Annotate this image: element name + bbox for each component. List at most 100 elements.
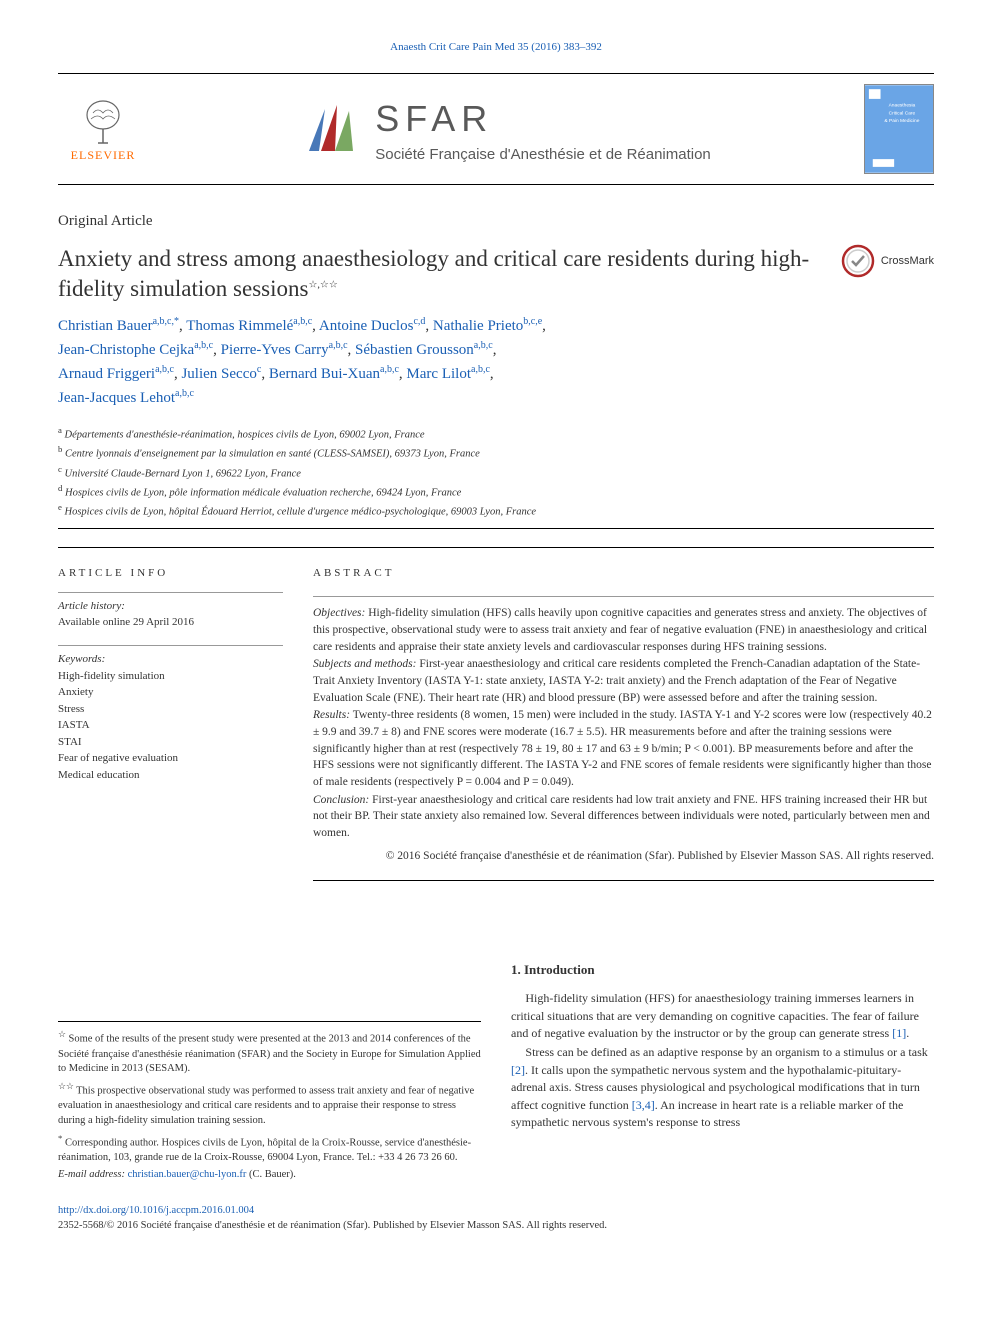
author-aff: c	[257, 364, 261, 375]
sfar-acronym: SFAR	[375, 94, 711, 144]
author: Nathalie Prietob,c,e	[433, 318, 542, 334]
author: Julien Seccoc	[181, 366, 261, 382]
reference-link[interactable]: [2]	[511, 1063, 525, 1077]
author: Jean-Christophe Cejkaa,b,c	[58, 342, 213, 358]
abstract-objectives: Objectives: High-fidelity simulation (HF…	[313, 605, 934, 655]
affiliation: c Université Claude-Bernard Lyon 1, 6962…	[58, 463, 934, 482]
author-link[interactable]: Arnaud Friggeri	[58, 366, 155, 382]
author-link[interactable]: Sébastien Grousson	[355, 342, 474, 358]
footnote-star2: ☆☆ This prospective observational study …	[58, 1080, 481, 1129]
keyword: Anxiety	[58, 684, 283, 701]
author-link[interactable]: Christian Bauer	[58, 318, 153, 334]
history-head: Article history:	[58, 599, 283, 614]
intro-heading: 1. Introduction	[511, 961, 934, 980]
cover-line1: Anaesthesia	[889, 103, 916, 109]
history-line: Available online 29 April 2016	[58, 615, 283, 630]
keyword: High-fidelity simulation	[58, 668, 283, 685]
reference-link[interactable]: [1]	[892, 1026, 906, 1040]
title-markers: ☆,☆☆	[308, 280, 337, 291]
author-link[interactable]: Nathalie Prieto	[433, 318, 523, 334]
author-aff: a,b,c	[194, 340, 213, 351]
abstract-header: ABSTRACT	[313, 566, 934, 582]
affiliation: a Départements d'anesthésie-réanimation,…	[58, 424, 934, 443]
crossmark-label: CrossMark	[881, 254, 934, 269]
affiliation: b Centre lyonnais d'enseignement par la …	[58, 443, 934, 462]
page-footer: http://dx.doi.org/10.1016/j.accpm.2016.0…	[58, 1204, 934, 1233]
elsevier-tree-icon	[78, 95, 128, 145]
affiliation: d Hospices civils de Lyon, pôle informat…	[58, 482, 934, 501]
keyword: Stress	[58, 701, 283, 718]
separator-rule	[58, 528, 934, 529]
author-aff: a,b,c,*	[153, 316, 179, 327]
affiliations-list: a Départements d'anesthésie-réanimation,…	[58, 424, 934, 520]
article-title: Anxiety and stress among anaesthesiology…	[58, 244, 825, 304]
footnote-corresponding: * Corresponding author. Hospices civils …	[58, 1132, 481, 1166]
author: Antoine Duclosc,d	[319, 318, 426, 334]
doi-link[interactable]: http://dx.doi.org/10.1016/j.accpm.2016.0…	[58, 1205, 254, 1216]
author-aff: c,d	[413, 316, 425, 327]
title-text: Anxiety and stress among anaesthesiology…	[58, 246, 809, 301]
abstract-column: ABSTRACT Objectives: High-fidelity simul…	[313, 566, 934, 881]
intro-p1: High-fidelity simulation (HFS) for anaes…	[511, 990, 934, 1042]
crossmark-icon	[841, 244, 875, 278]
sfar-logo: SFAR Société Française d'Anesthésie et d…	[301, 94, 711, 165]
abstract-copyright: © 2016 Société française d'anesthésie et…	[313, 848, 934, 865]
article-info-header: ARTICLE INFO	[58, 566, 283, 581]
author-aff: a,b,c	[329, 340, 348, 351]
author-aff: a,b,c	[380, 364, 399, 375]
right-column: 1. Introduction High-fidelity simulation…	[511, 961, 934, 1186]
cover-line3: & Pain Medicine	[884, 119, 919, 125]
affiliation: e Hospices civils de Lyon, hôpital Édoua…	[58, 501, 934, 520]
abstract-subjects: Subjects and methods: First-year anaesth…	[313, 656, 934, 706]
author-link[interactable]: Julien Secco	[181, 366, 256, 382]
authors-list: Christian Bauera,b,c,*, Thomas Rimmeléa,…	[58, 314, 934, 410]
crossmark-button[interactable]: CrossMark	[841, 244, 934, 278]
author: Jean-Jacques Lehota,b,c	[58, 390, 194, 406]
footnote-star1: ☆ Some of the results of the present stu…	[58, 1028, 481, 1077]
author: Christian Bauera,b,c,*	[58, 318, 179, 334]
footnotes: ☆ Some of the results of the present stu…	[58, 1021, 481, 1183]
sfar-graphic-icon	[301, 101, 361, 157]
issn-copyright: 2352-5568/© 2016 Société française d'ane…	[58, 1219, 934, 1234]
author-aff: a,b,c	[175, 388, 194, 399]
article-info-column: ARTICLE INFO Article history: Available …	[58, 566, 283, 881]
author: Marc Lilota,b,c	[406, 366, 489, 382]
keyword: Medical education	[58, 767, 283, 784]
author-aff: a,b,c	[293, 316, 312, 327]
author-link[interactable]: Marc Lilot	[406, 366, 471, 382]
keywords-head: Keywords:	[58, 652, 283, 667]
sfar-fullname: Société Française d'Anesthésie et de Réa…	[375, 144, 711, 165]
elsevier-logo: ELSEVIER	[58, 84, 148, 174]
email-link[interactable]: christian.bauer@chu-lyon.fr	[128, 1169, 247, 1180]
footnote-email: E-mail address: christian.bauer@chu-lyon…	[58, 1168, 481, 1183]
elsevier-text: ELSEVIER	[71, 147, 136, 164]
author-aff: a,b,c	[471, 364, 490, 375]
author: Pierre-Yves Carrya,b,c	[221, 342, 348, 358]
cover-line2: Critical Care	[889, 111, 916, 117]
article-type: Original Article	[58, 211, 934, 232]
keywords-list: High-fidelity simulation Anxiety Stress …	[58, 668, 283, 784]
author-link[interactable]: Jean-Christophe Cejka	[58, 342, 194, 358]
keyword: STAI	[58, 734, 283, 751]
author: Arnaud Friggeria,b,c	[58, 366, 174, 382]
left-column: ☆ Some of the results of the present stu…	[58, 961, 481, 1186]
author-aff: a,b,c	[474, 340, 493, 351]
journal-header: ELSEVIER SFAR Société Française d'Anesth…	[58, 73, 934, 185]
author: Sébastien Groussona,b,c	[355, 342, 493, 358]
author-link[interactable]: Thomas Rimmelé	[186, 318, 293, 334]
author-link[interactable]: Bernard Bui-Xuan	[269, 366, 380, 382]
author: Bernard Bui-Xuana,b,c	[269, 366, 399, 382]
sfar-text-block: SFAR Société Française d'Anesthésie et d…	[375, 94, 711, 165]
author-link[interactable]: Pierre-Yves Carry	[221, 342, 329, 358]
keyword: IASTA	[58, 717, 283, 734]
author-link[interactable]: Antoine Duclos	[319, 318, 414, 334]
keyword: Fear of negative evaluation	[58, 750, 283, 767]
journal-cover-thumbnail: Anaesthesia Critical Care & Pain Medicin…	[864, 84, 934, 174]
abstract-results: Results: Twenty-three residents (8 women…	[313, 707, 934, 790]
journal-reference[interactable]: Anaesth Crit Care Pain Med 35 (2016) 383…	[58, 40, 934, 55]
reference-link[interactable]: [3,4]	[632, 1098, 655, 1112]
author-aff: a,b,c	[155, 364, 174, 375]
author-aff: b,c,e	[523, 316, 542, 327]
abstract-bottom-rule	[313, 880, 934, 881]
author-link[interactable]: Jean-Jacques Lehot	[58, 390, 175, 406]
